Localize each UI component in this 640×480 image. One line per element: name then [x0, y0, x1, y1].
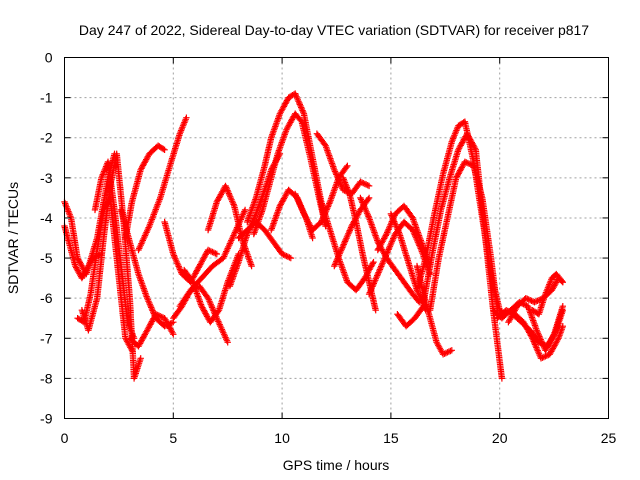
plus-markers — [313, 130, 373, 198]
y-tick-label: -9 — [40, 411, 53, 427]
plus-markers — [357, 194, 423, 306]
series-arc-al — [509, 307, 566, 350]
y-tick-label: -6 — [40, 290, 53, 306]
x-tick-label: 25 — [601, 430, 617, 446]
x-tick-labels: 0 5 10 15 20 25 — [61, 430, 617, 446]
plus-markers — [117, 206, 177, 330]
y-tick-label: -8 — [40, 370, 53, 386]
y-tick-label: -1 — [40, 90, 53, 106]
y-tick-label: -2 — [40, 130, 53, 146]
series-arc-x — [339, 174, 379, 314]
plus-markers — [250, 110, 329, 238]
x-tick-label: 5 — [169, 430, 177, 446]
y-tick-label: -3 — [40, 170, 53, 186]
plus-markers — [394, 303, 427, 330]
plus-markers — [509, 307, 566, 350]
plus-markers — [268, 186, 316, 242]
series-arc-s — [268, 186, 316, 242]
x-tick-label: 20 — [492, 430, 508, 446]
series-arc-f — [122, 142, 168, 242]
y-tick-label: -5 — [40, 250, 53, 266]
series-arc-ag — [426, 158, 501, 314]
y-tick-label: -7 — [40, 330, 53, 346]
series-arc-h — [135, 114, 190, 254]
plus-markers — [339, 174, 379, 314]
chart-title: Day 247 of 2022, Sidereal Day-to-day VTE… — [79, 22, 589, 38]
series-arc-i — [126, 311, 177, 350]
x-tick-label: 15 — [383, 430, 399, 446]
y-tick-label: 0 — [45, 50, 53, 66]
y-axis-label: SDTVAR / TECUs — [5, 182, 21, 294]
axis-ticks — [64, 57, 609, 419]
series-arc-e — [91, 158, 138, 342]
plus-markers — [91, 158, 138, 342]
plus-markers — [529, 270, 566, 318]
plus-markers — [426, 158, 501, 314]
series-arc-ak — [529, 270, 566, 318]
plus-markers — [181, 250, 242, 326]
series-arc-u — [313, 130, 373, 198]
x-tick-label: 0 — [61, 430, 69, 446]
series-arc-y — [357, 194, 423, 306]
grid-lines — [64, 57, 609, 419]
series-arc-ac — [394, 303, 427, 330]
series-arc-r — [250, 110, 329, 238]
series-arc-g — [117, 206, 177, 330]
plus-markers — [122, 142, 168, 242]
x-tick-label: 10 — [274, 430, 290, 446]
series-arc-n — [204, 182, 255, 270]
plus-markers — [204, 182, 255, 270]
y-tick-labels: 0 -1 -2 -3 -4 -5 -6 -7 -8 -9 — [40, 50, 53, 427]
y-tick-label: -4 — [40, 210, 53, 226]
plus-markers — [126, 311, 177, 350]
x-axis-label: GPS time / hours — [283, 457, 390, 473]
series-arc-l — [181, 250, 242, 326]
plus-markers — [135, 114, 190, 254]
plot-frame — [64, 57, 609, 419]
